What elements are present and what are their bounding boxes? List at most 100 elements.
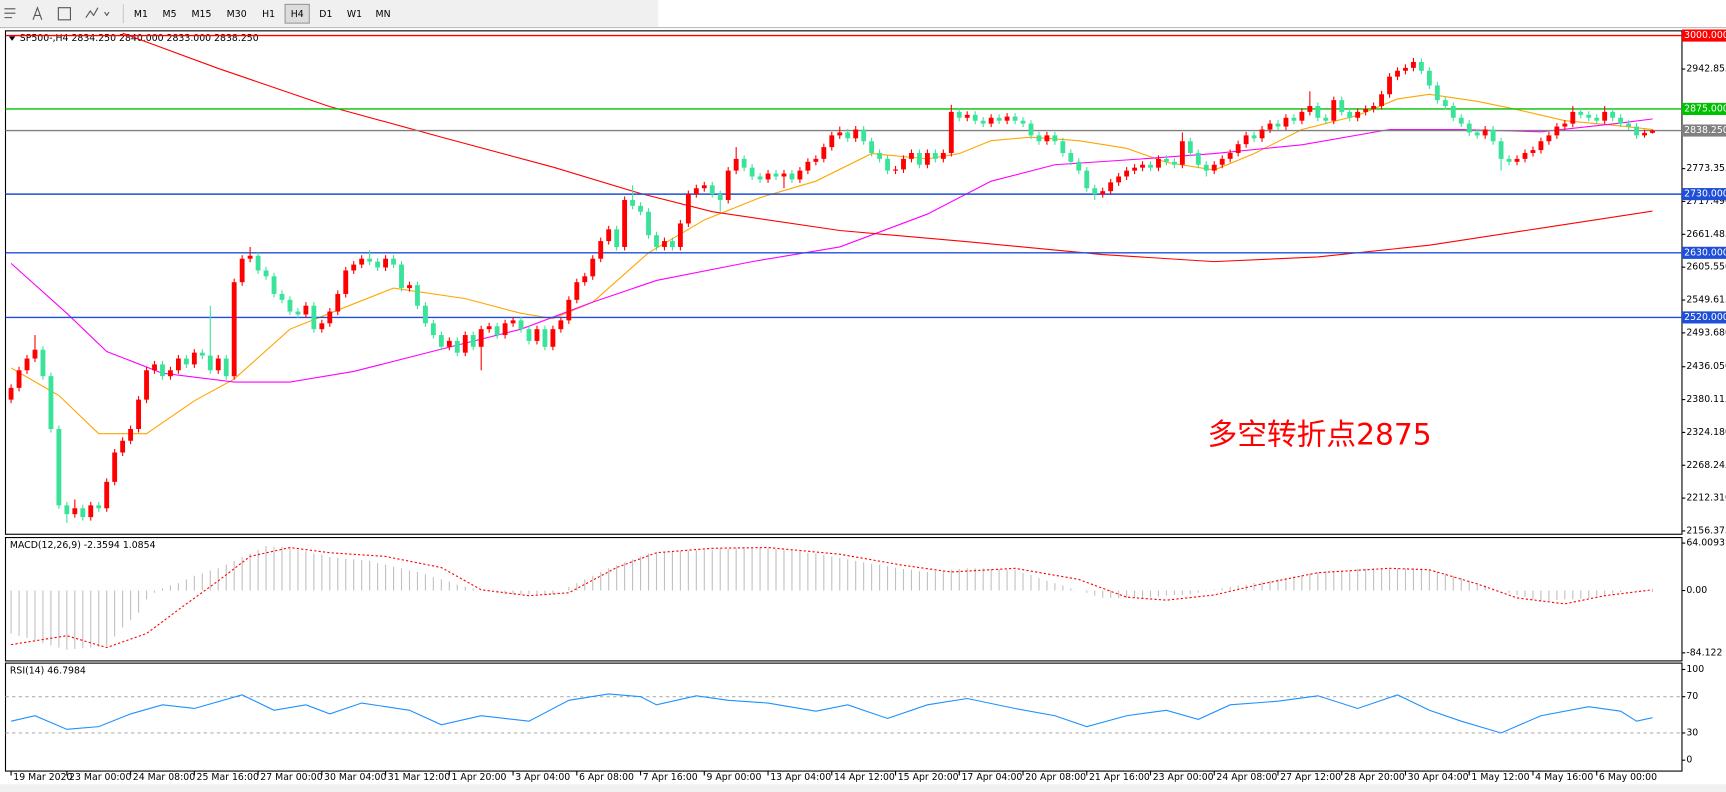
candle-body xyxy=(670,241,675,247)
candle-body xyxy=(255,255,261,271)
timeframe-label[interactable]: M1 xyxy=(134,9,148,20)
candle-body xyxy=(391,258,396,265)
candle-body xyxy=(271,276,277,294)
y-tick-label: 70 xyxy=(1686,691,1698,702)
candle-body xyxy=(1004,116,1010,121)
candle-body xyxy=(80,508,86,518)
y-tick-label: 2605.550 xyxy=(1686,262,1726,273)
level-label: 3000.000 xyxy=(1684,30,1726,41)
candle-body xyxy=(1650,130,1655,133)
candle-body xyxy=(1283,117,1289,127)
candle-body xyxy=(494,326,500,336)
candle-body xyxy=(781,173,787,177)
candle-body xyxy=(805,161,811,171)
candle-body xyxy=(733,158,739,171)
candle-body xyxy=(88,505,94,518)
candle-body xyxy=(367,258,373,262)
y-tick-label: 2773.355 xyxy=(1686,163,1726,174)
candle-body xyxy=(1355,111,1361,118)
x-tick-label: 1 Apr 20:00 xyxy=(452,772,507,783)
candle-body xyxy=(1570,111,1576,124)
candle-body xyxy=(231,282,237,377)
signal-line xyxy=(10,546,1653,649)
candle-body xyxy=(1203,164,1209,171)
candle-body xyxy=(454,340,460,353)
candle-body xyxy=(582,276,588,283)
toolbar-bg xyxy=(0,0,659,28)
shapes-tool[interactable] xyxy=(85,7,110,18)
candle-body xyxy=(462,335,468,353)
toolbar: M1 M5 M15 M30 H1 H4 D1 W1 MN xyxy=(0,0,1726,29)
candle-body xyxy=(1084,170,1090,189)
candle-body xyxy=(1156,158,1161,168)
candle-body xyxy=(510,320,516,324)
candle-body xyxy=(1490,129,1496,142)
tab-strip xyxy=(0,784,1726,792)
x-tick-label: 19 Mar 2020 xyxy=(13,772,72,783)
y-tick-label: 2436.050 xyxy=(1686,361,1726,372)
candle-body xyxy=(1379,94,1384,107)
y-tick-label: -84.122 xyxy=(1686,647,1722,658)
candle-body xyxy=(1331,100,1337,121)
candle-body xyxy=(327,311,333,324)
candle-body xyxy=(725,170,731,200)
candle-body xyxy=(1227,152,1233,159)
candle-body xyxy=(821,147,827,159)
x-tick-label: 3 Apr 04:00 xyxy=(515,772,570,783)
candle-body xyxy=(1307,106,1313,112)
candle-body xyxy=(1052,135,1058,142)
candle-body xyxy=(40,349,46,377)
candle-body xyxy=(1020,120,1026,124)
x-tick-label: 21 Apr 16:00 xyxy=(1089,772,1150,783)
candle-body xyxy=(1395,70,1400,77)
candle-body xyxy=(1187,141,1193,153)
candle-body xyxy=(1522,152,1528,159)
timeframe-button[interactable] xyxy=(284,3,310,24)
candle-body xyxy=(1506,158,1512,162)
candle-body xyxy=(351,264,357,271)
text-tool[interactable] xyxy=(32,6,43,21)
candle-body xyxy=(1530,150,1536,153)
candle-body xyxy=(191,352,197,365)
candle-body xyxy=(1140,164,1145,168)
candle-body xyxy=(1235,144,1241,153)
candle-body xyxy=(1132,167,1137,171)
candle-body xyxy=(1036,135,1042,142)
candle-body xyxy=(1028,123,1034,136)
timeframe-label[interactable]: H4 xyxy=(291,9,304,20)
candle-body xyxy=(48,376,54,430)
candle-body xyxy=(1634,126,1639,136)
candle-body xyxy=(717,194,723,200)
timeframe-label[interactable]: M5 xyxy=(163,9,177,20)
candle-body xyxy=(24,358,30,371)
timeframe-label[interactable]: MN xyxy=(376,9,391,20)
label-tool[interactable] xyxy=(57,7,71,21)
candle-body xyxy=(1363,108,1369,112)
timeframe-label[interactable]: W1 xyxy=(347,9,362,20)
candle-body xyxy=(693,188,699,195)
candle-body xyxy=(128,429,134,441)
candle-body xyxy=(152,364,157,371)
candle-body xyxy=(1642,132,1647,136)
crosshair-tool[interactable] xyxy=(4,8,16,19)
x-tick-label: 23 Apr 00:00 xyxy=(1153,772,1214,783)
candle-body xyxy=(1538,141,1544,151)
candle-body xyxy=(1267,123,1273,130)
candle-body xyxy=(1211,164,1217,171)
annotation: 多空转折点2875 xyxy=(1208,418,1432,453)
candle-body xyxy=(940,152,946,159)
candle-body xyxy=(1387,76,1392,95)
y-tick-label: 100 xyxy=(1686,664,1704,675)
x-tick-label: 4 May 16:00 xyxy=(1535,772,1593,783)
timeframe-label[interactable]: D1 xyxy=(319,9,332,20)
timeframe-label[interactable]: M15 xyxy=(191,9,211,20)
candle-body xyxy=(630,199,636,206)
timeframe-label[interactable]: M30 xyxy=(227,9,247,20)
timeframe-label[interactable]: H1 xyxy=(262,9,275,20)
candle-body xyxy=(1299,111,1305,121)
candle-body xyxy=(319,323,325,330)
level-label-box xyxy=(1681,246,1726,259)
candle-body xyxy=(438,335,444,347)
x-tick-label: 14 Apr 12:00 xyxy=(834,772,895,783)
candle-body xyxy=(1434,85,1440,101)
